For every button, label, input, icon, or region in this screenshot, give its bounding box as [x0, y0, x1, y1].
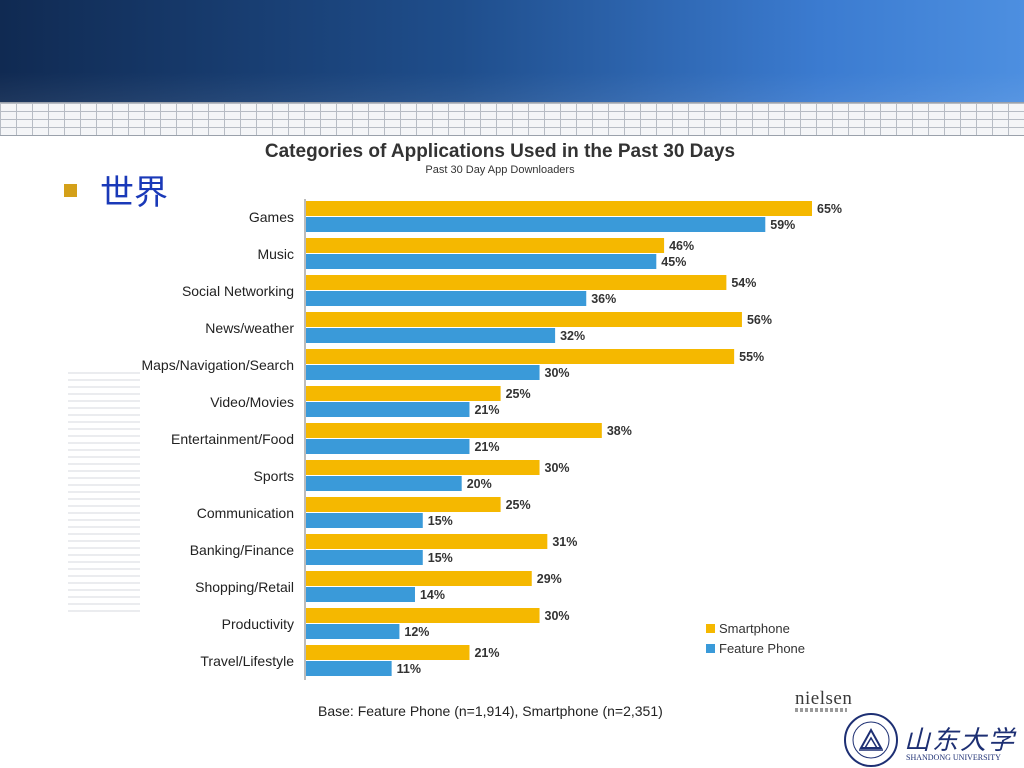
category-label: Shopping/Retail	[195, 579, 294, 595]
bar-feature-phone	[306, 624, 400, 639]
data-label: 65%	[817, 202, 842, 216]
data-label: 30%	[545, 461, 570, 475]
bar-smartphone	[306, 608, 540, 623]
data-label: 59%	[770, 218, 795, 232]
data-label: 32%	[560, 329, 585, 343]
slide-header-banner	[0, 0, 1024, 102]
category-label: Social Networking	[182, 283, 294, 299]
data-label: 25%	[506, 498, 531, 512]
bar-feature-phone	[306, 328, 556, 343]
category-label: Productivity	[222, 616, 294, 632]
bar-smartphone	[306, 312, 742, 327]
category-label: Entertainment/Food	[171, 431, 294, 447]
data-label: 11%	[397, 662, 421, 676]
data-label: 21%	[474, 403, 499, 417]
data-label: 31%	[552, 535, 577, 549]
data-label: 30%	[545, 609, 570, 623]
category-label: Music	[257, 246, 294, 262]
data-label: 46%	[669, 239, 694, 253]
university-name-en: SHANDONG UNIVERSITY	[906, 753, 1001, 762]
category-label: Maps/Navigation/Search	[141, 357, 294, 373]
data-label: 15%	[428, 514, 453, 528]
data-label: 45%	[661, 255, 686, 269]
category-label: Sports	[254, 468, 294, 484]
bar-smartphone	[306, 386, 501, 401]
data-label: 55%	[739, 350, 764, 364]
category-label: Communication	[197, 505, 294, 521]
bar-feature-phone	[306, 291, 587, 306]
data-label: 29%	[537, 572, 562, 586]
legend-swatch	[706, 644, 715, 653]
bar-smartphone	[306, 534, 548, 549]
base-note: Base: Feature Phone (n=1,914), Smartphon…	[318, 703, 663, 719]
bullet-marker	[64, 184, 77, 197]
bar-smartphone	[306, 238, 665, 253]
bar-feature-phone	[306, 402, 470, 417]
chart-subtitle: Past 30 Day App Downloaders	[425, 164, 575, 176]
data-label: 56%	[747, 313, 772, 327]
nielsen-logo: nielsen	[795, 688, 853, 709]
university-seal-logo	[844, 713, 898, 767]
bar-feature-phone	[306, 217, 766, 232]
bar-feature-phone	[306, 550, 423, 565]
bar-feature-phone	[306, 365, 540, 380]
data-label: 25%	[506, 387, 531, 401]
data-label: 14%	[420, 588, 445, 602]
faint-background-text	[68, 372, 140, 612]
bar-smartphone	[306, 571, 532, 586]
legend-swatch	[706, 624, 715, 633]
bullet-text: 世界	[100, 173, 168, 213]
category-label: Video/Movies	[210, 394, 294, 410]
legend-label: Feature Phone	[719, 641, 805, 656]
category-label: Banking/Finance	[190, 542, 295, 558]
bar-feature-phone	[306, 439, 470, 454]
bar-smartphone	[306, 497, 501, 512]
data-label: 12%	[404, 625, 429, 639]
legend-label: Smartphone	[719, 621, 790, 636]
bar-smartphone	[306, 645, 470, 660]
bar-feature-phone	[306, 587, 415, 602]
data-label: 21%	[474, 440, 499, 454]
nielsen-logo-rule	[795, 708, 847, 712]
data-label: 38%	[607, 424, 632, 438]
data-label: 21%	[474, 646, 499, 660]
bar-smartphone	[306, 423, 602, 438]
bar-smartphone	[306, 349, 735, 364]
university-name-cn: 山东大学	[904, 726, 1017, 756]
category-label: Travel/Lifestyle	[200, 653, 294, 669]
data-label: 20%	[467, 477, 492, 491]
category-label: News/weather	[205, 320, 294, 336]
bar-feature-phone	[306, 513, 423, 528]
bar-feature-phone	[306, 476, 462, 491]
bar-smartphone	[306, 201, 812, 216]
data-label: 54%	[731, 276, 756, 290]
bar-feature-phone	[306, 254, 657, 269]
header-grid-strip	[0, 102, 1024, 136]
bar-smartphone	[306, 275, 727, 290]
category-label: Games	[249, 209, 294, 225]
chart-title: Categories of Applications Used in the P…	[264, 141, 736, 162]
data-label: 30%	[545, 366, 570, 380]
data-label: 36%	[591, 292, 616, 306]
bar-smartphone	[306, 460, 540, 475]
bar-feature-phone	[306, 661, 392, 676]
data-label: 15%	[428, 551, 453, 565]
